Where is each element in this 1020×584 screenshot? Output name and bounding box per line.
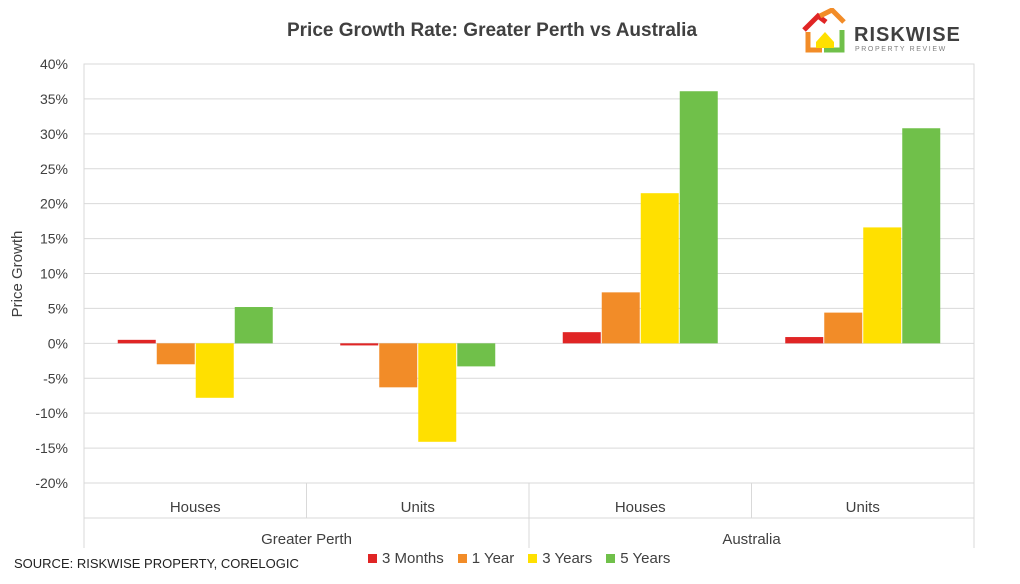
legend-label: 3 Months: [382, 550, 444, 567]
bar-5-years-0: [234, 307, 273, 344]
chart-title: Price Growth Rate: Greater Perth vs Aust…: [286, 20, 698, 41]
house-logo-icon: [802, 6, 846, 53]
legend-label: 3 Years: [542, 550, 593, 567]
y-tick-label: 15%: [40, 231, 68, 247]
legend-item: 3 Months: [368, 550, 444, 567]
legend-swatch: [606, 554, 616, 563]
group-label: Greater Perth: [261, 531, 352, 548]
legend: 3 Months 1 Year 3 Years 5 Years: [368, 550, 670, 567]
y-tick-label: -15%: [35, 440, 68, 456]
y-tick-label: -5%: [43, 370, 68, 386]
group-label: Australia: [722, 531, 781, 548]
x-tick-label: Units: [401, 499, 435, 516]
bar-3-months-1: [340, 343, 379, 346]
bar-3-months-2: [562, 332, 601, 344]
legend-label: 1 Year: [471, 550, 515, 567]
legend-item: 5 Years: [606, 550, 670, 567]
bar-1-year-1: [379, 343, 418, 388]
y-tick-label: 35%: [40, 91, 68, 107]
y-tick-label: 10%: [40, 266, 68, 282]
y-tick-label: 5%: [48, 300, 68, 316]
bar-3-years-3: [863, 227, 902, 344]
y-tick-label: -20%: [35, 475, 68, 491]
bar-3-years-1: [418, 343, 457, 442]
bar-3-months-3: [785, 337, 824, 344]
bar-5-years-2: [679, 91, 718, 344]
bar-5-years-1: [457, 343, 496, 367]
bars: [117, 91, 941, 442]
legend-item: 1 Year: [457, 550, 515, 567]
bar-3-years-0: [195, 343, 234, 398]
x-tick-label: Houses: [170, 499, 221, 516]
source-note: SOURCE: RISKWISE PROPERTY, CORELOGIC: [14, 556, 299, 571]
riskwise-logo: RISKWISE PROPERTY REVIEW: [800, 6, 970, 56]
x-tick-label: Houses: [615, 499, 666, 516]
legend-swatch: [457, 554, 467, 563]
y-tick-label: 20%: [40, 196, 68, 212]
legend-item: 3 Years: [528, 550, 592, 567]
y-tick-label: 25%: [40, 161, 68, 177]
y-tick-label: 0%: [48, 335, 68, 351]
bar-5-years-3: [902, 128, 941, 344]
legend-swatch: [528, 554, 538, 563]
bar-1-year-2: [601, 292, 640, 344]
legend-swatch: [368, 554, 377, 563]
bar-3-years-2: [640, 193, 679, 344]
y-tick-label: -10%: [35, 405, 68, 421]
y-tick-label: 40%: [40, 56, 68, 72]
grid-lines: [83, 63, 975, 484]
bar-3-months-0: [117, 339, 156, 344]
y-axis-label: Price Growth: [9, 231, 26, 318]
bar-1-year-3: [824, 312, 863, 344]
logo-tagline: PROPERTY REVIEW: [855, 46, 947, 53]
logo-name: RISKWISE: [854, 24, 961, 46]
bar-1-year-0: [156, 343, 195, 365]
y-tick-label: 30%: [40, 126, 68, 142]
legend-label: 5 Years: [620, 550, 671, 567]
axes: 40% 35% 30% 25% 20% 15% 10% 5% 0% -5% -10% -15% -20%…: [35, 56, 975, 548]
x-tick-label: Units: [846, 499, 880, 516]
